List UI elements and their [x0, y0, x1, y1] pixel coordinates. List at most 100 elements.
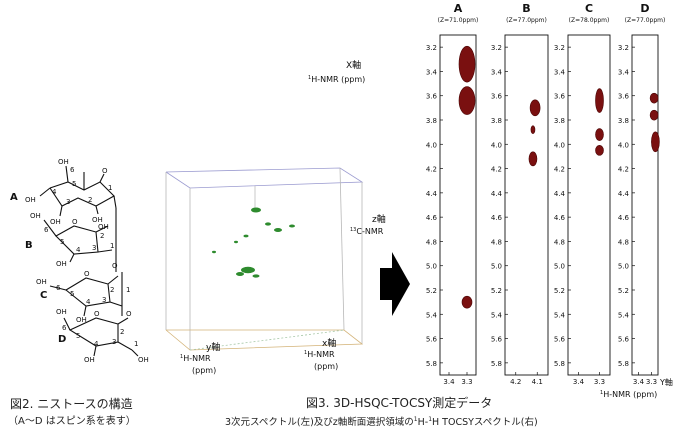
y-axis-unit-cube: (ppm): [192, 366, 216, 375]
y-tick-label: 3.2: [554, 44, 565, 52]
panel-label: C: [585, 2, 593, 15]
ring-d: [63, 317, 139, 357]
tocsy-spectra: A (Z=71.0ppm) 3.2 3.4 3.6 3.8 4.0 4.2 4.4 4.6 4.8 5…: [426, 2, 665, 386]
cross-peak: [651, 131, 660, 153]
x-tick-label: 3.3: [461, 378, 472, 386]
y-tick-label: 5.2: [554, 287, 565, 295]
o-label: O: [94, 310, 100, 318]
x-tick-label: 3.4: [573, 378, 585, 386]
y-axis-rest-cube: H-NMR: [183, 354, 211, 363]
y-tick-label: 5.4: [618, 311, 630, 319]
panel-label: D: [640, 2, 649, 15]
c1-label: 1: [108, 184, 112, 192]
c2-label: 2: [88, 196, 92, 204]
spin-label-d: D: [58, 334, 66, 345]
spectrum-panel-d: [631, 34, 659, 376]
atom-labels: OH OH OH OH O 1 2 3 4 5 6 OH O OH 6 5 4 …: [25, 158, 149, 364]
3d-spectrum-peaks: [212, 207, 295, 278]
y-tick-label: 5.4: [491, 311, 503, 319]
panel-z-value: (Z=77.0ppm): [506, 17, 547, 24]
c2-label: 2: [100, 232, 104, 240]
y-tick-label: 5.6: [554, 336, 566, 344]
oh-label: OH: [36, 278, 47, 286]
y-tick-label: 4.4: [618, 190, 630, 198]
oh-label: OH: [25, 196, 36, 204]
fig2-caption-sub: （A～D はスピン系を表す）: [8, 414, 136, 427]
c4-label: 4: [52, 188, 57, 196]
y-tick-label: 3.4: [491, 68, 503, 76]
y-tick-label: 3.2: [426, 44, 437, 52]
y-tick-label: 4.0: [618, 141, 629, 149]
y-tick-label: 3.8: [426, 117, 437, 125]
x-axis-title-spectra: X軸: [346, 59, 361, 71]
y-tick-label: 3.4: [554, 68, 566, 76]
ring-c: [49, 272, 123, 317]
c1-label: 1: [110, 242, 114, 250]
z-axis-title: z軸: [372, 213, 386, 225]
fig3-caption-sup2: 1: [428, 416, 432, 423]
x-axis-label-cube: 1H-NMR: [304, 350, 335, 359]
x-axis-unit-cube: (ppm): [314, 362, 338, 371]
z-axis-rest: C-NMR: [356, 227, 383, 236]
oh-label: OH: [138, 356, 149, 364]
oh-label: OH: [50, 218, 61, 226]
y-tick-label: 4.6: [618, 214, 630, 222]
x-tick-label: 3.4: [443, 378, 455, 386]
fig3-caption-sub-b: H-: [418, 417, 429, 428]
right-arrow-icon: [380, 252, 410, 316]
o-label: O: [72, 218, 78, 226]
y-tick-label: 5.6: [491, 336, 503, 344]
c5-label: 5: [60, 238, 64, 246]
fig3-caption-sub: 3次元スペクトル(左)及びz軸断面選択領域の1H-1H TOCSYスペクトル(右…: [225, 416, 538, 428]
fig2-caption-title: 図2. ニストースの構造: [10, 397, 133, 411]
panel-label: B: [522, 2, 530, 15]
y-axis-title-spectra: Y軸: [659, 377, 673, 387]
ring-a: [39, 165, 117, 217]
cross-peak: [461, 295, 473, 309]
x-tick-label: 3.4: [633, 378, 645, 386]
ring-b: [43, 208, 117, 272]
c5-label: 5: [72, 180, 76, 188]
y-tick-label: 4.6: [491, 214, 503, 222]
o-label: O: [126, 310, 132, 318]
y-axis-sup-spectra: 1: [600, 390, 603, 396]
3d-spectrum-cube: [165, 167, 364, 351]
oh-label: OH: [76, 316, 87, 324]
y-tick-label: 4.2: [618, 166, 629, 174]
y-tick-label: 5.0: [618, 263, 629, 271]
y-tick-label: 5.4: [554, 311, 566, 319]
cross-peak: [458, 45, 476, 83]
y-tick-label: 5.2: [491, 287, 502, 295]
oh-label: OH: [30, 212, 41, 220]
y-tick-label: 3.2: [491, 44, 502, 52]
oh-label: OH: [98, 223, 109, 231]
x-tick-label: 3.3: [646, 378, 657, 386]
y-tick-label: 3.8: [618, 117, 629, 125]
fig3-caption-sub-c: H TOCSYスペクトル(右): [432, 416, 538, 428]
cross-peak: [595, 128, 604, 141]
o-label: O: [102, 167, 108, 175]
oh-label: OH: [92, 216, 103, 224]
cross-peak: [530, 125, 536, 135]
x-tick-label: 3.3: [594, 378, 605, 386]
y-tick-label: 4.4: [426, 190, 438, 198]
spin-label-b: B: [25, 240, 33, 251]
z-axis-label: 13C-NMR: [350, 227, 384, 236]
x-tick-label: 4.1: [532, 378, 543, 386]
y-axis-title-cube: y軸: [206, 341, 220, 353]
y-tick-label: 4.8: [618, 238, 629, 246]
panel-z-value: (Z=78.0ppm): [569, 17, 610, 24]
y-tick-label: 5.8: [618, 360, 629, 368]
y-axis-rest-spectra: H-NMR (ppm): [603, 390, 657, 399]
c5-label: 5: [76, 332, 80, 340]
o-label: O: [84, 270, 90, 278]
panel-label: A: [454, 2, 463, 15]
y-tick-label: 4.4: [554, 190, 566, 198]
c3-label: 3: [92, 244, 96, 252]
x-axis-sup-spectra: 1: [308, 75, 311, 81]
c6-label: 6: [62, 324, 67, 332]
cross-peak: [529, 99, 541, 117]
y-tick-label: 5.4: [426, 311, 438, 319]
panel-z-value: (Z=71.0ppm): [438, 17, 479, 24]
